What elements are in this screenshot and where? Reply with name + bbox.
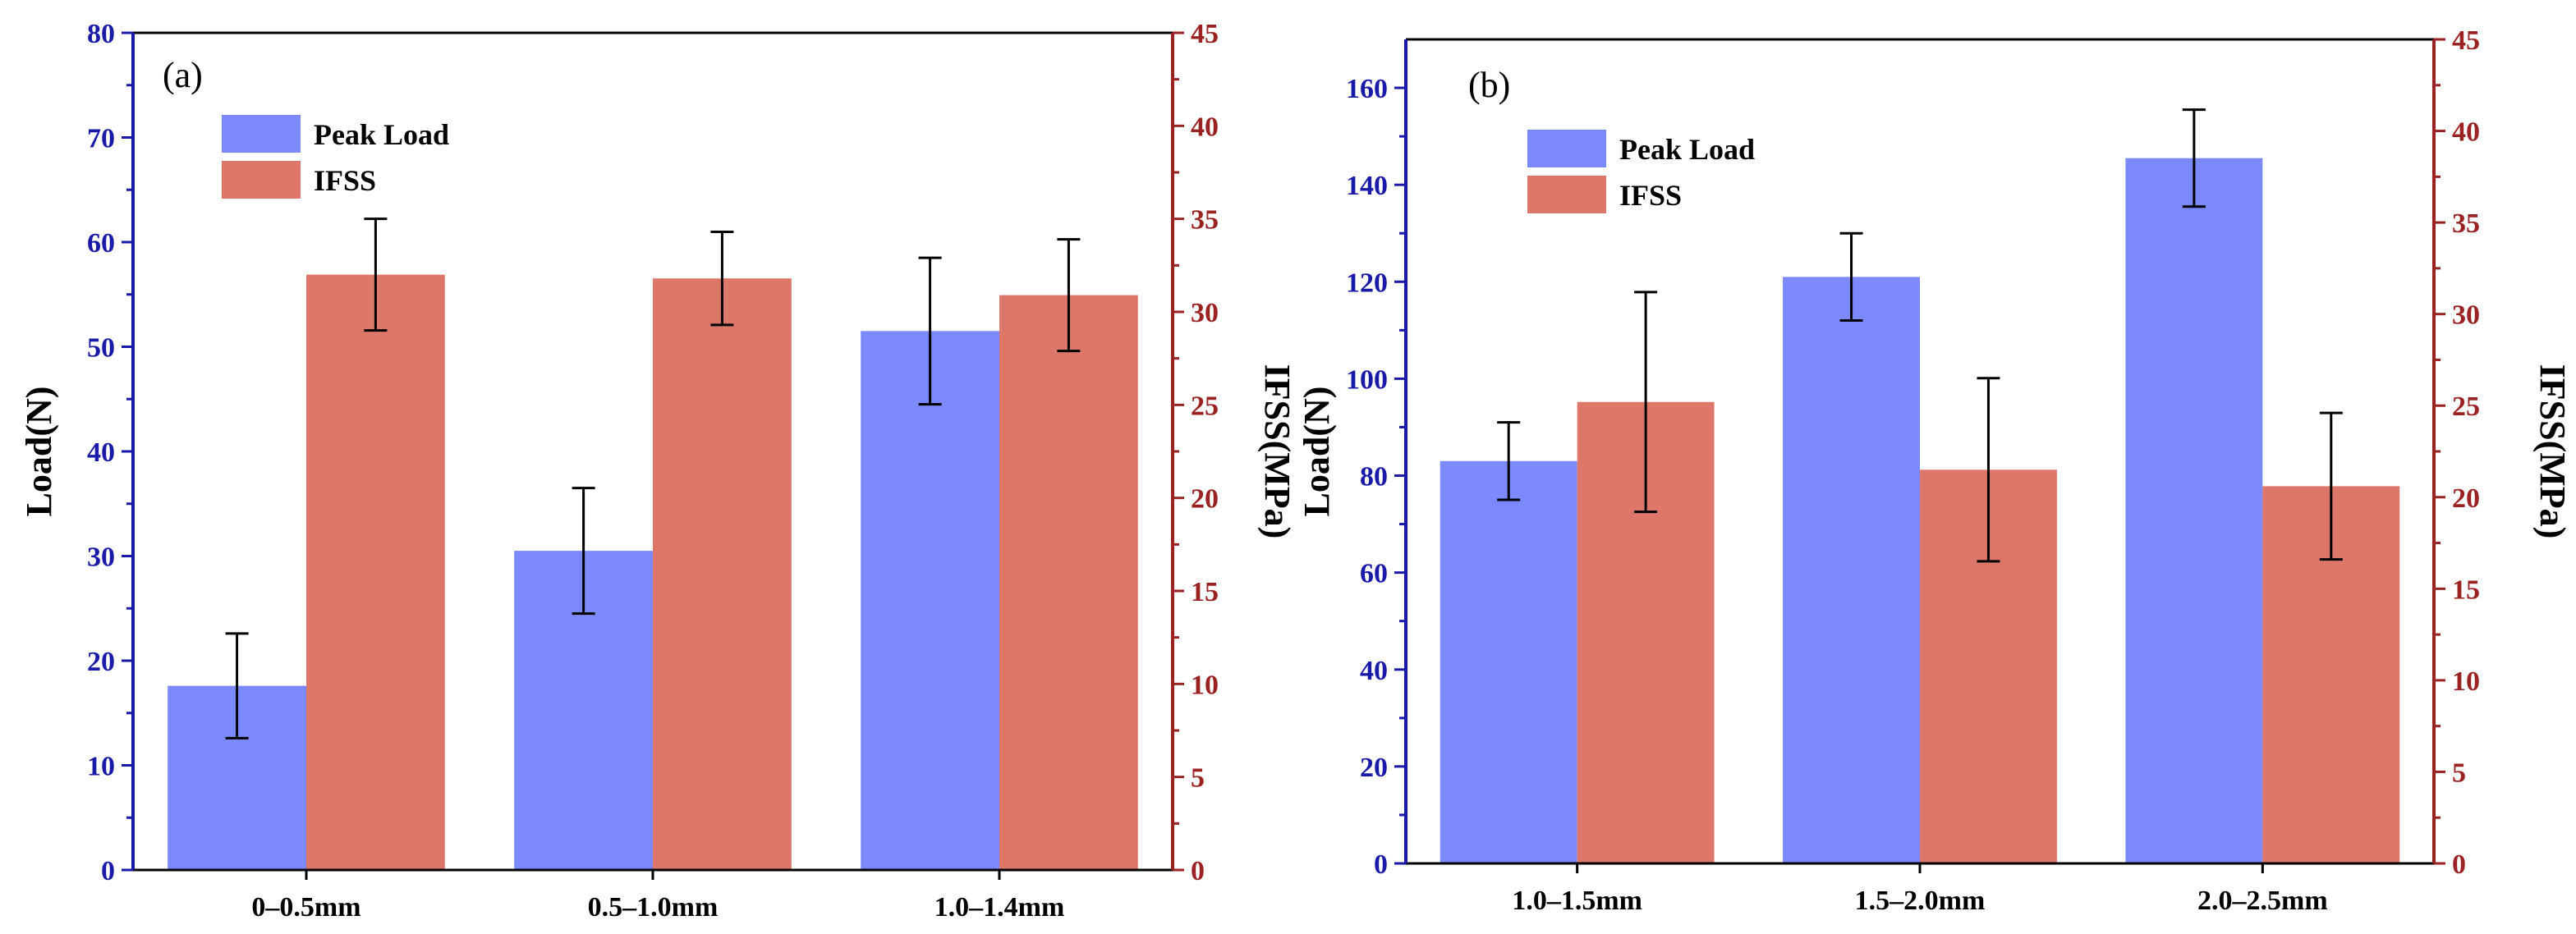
left-y-axis-label: Load(N) <box>1297 387 1337 517</box>
left-y-tick-label: 40 <box>87 437 115 468</box>
right-y-tick-label: 45 <box>2452 25 2480 56</box>
legend: Peak Load IFSS <box>1527 130 1755 213</box>
right-y-tick-label: 30 <box>1191 298 1219 328</box>
peak-load-bar-1 <box>1440 460 1577 863</box>
left-y-tick-label: 30 <box>87 543 115 573</box>
right-y-tick-label: 5 <box>1191 763 1205 794</box>
left-y-tick-label: 160 <box>1346 74 1388 104</box>
right-y-tick-label: 30 <box>2452 300 2480 331</box>
x-tick-label-3: 2.0–2.5mm <box>2197 886 2328 916</box>
left-y-tick-label: 20 <box>1360 753 1388 783</box>
left-y-tick-label: 100 <box>1346 364 1388 395</box>
peak-load-bar-2 <box>1783 277 1920 863</box>
legend-swatch-ifss <box>1527 176 1606 213</box>
left-y-tick-label: 60 <box>87 228 115 259</box>
x-tick-label-2: 0.5–1.0mm <box>588 892 719 923</box>
ifss-bar-1 <box>306 274 445 871</box>
peak-load-error-bar-2 <box>1839 231 1863 323</box>
right-y-tick-label: 40 <box>1191 112 1219 142</box>
x-tick-label-3: 1.0–1.4mm <box>934 892 1065 923</box>
panel-label: (b) <box>1468 65 1510 105</box>
legend-label-ifss: IFSS <box>314 164 376 197</box>
left-y-tick-label: 0 <box>101 856 115 886</box>
peak-load-error-bar-2 <box>572 487 595 616</box>
ifss-error-bar-1 <box>1634 291 1658 514</box>
left-y-tick-label: 20 <box>87 647 115 677</box>
right-y-tick-label: 20 <box>1191 484 1219 515</box>
right-y-tick-label: 25 <box>2452 391 2480 422</box>
left-y-tick-label: 0 <box>1374 849 1388 880</box>
legend-swatch-peak-load <box>1527 130 1606 167</box>
chart-panel-b: 1.0–1.5mm 1.5–2.0mm 2.0–2.5mm0204060801001… <box>1297 25 2573 916</box>
chart-panel-a: 0–0.5mm 0.5–1.0mm 1.0–1.4mm010203040506070… <box>19 19 1297 923</box>
peak-load-error-bar-1 <box>1497 421 1521 501</box>
x-tick-label-2: 1.5–2.0mm <box>1855 886 1986 916</box>
right-y-axis-label: IFSS(MPa) <box>1257 364 1297 539</box>
ifss-error-bar-3 <box>1057 238 1081 353</box>
right-y-axis-label: IFSS(MPa) <box>2532 364 2573 539</box>
right-y-tick-label: 0 <box>2452 849 2466 880</box>
peak-load-bar-3 <box>861 331 999 870</box>
legend: Peak Load IFSS <box>222 115 449 199</box>
left-y-tick-label: 120 <box>1346 268 1388 298</box>
right-y-tick-label: 15 <box>2452 575 2480 605</box>
peak-load-bar-3 <box>2125 158 2263 864</box>
ifss-error-bar-2 <box>710 231 734 327</box>
right-y-tick-label: 40 <box>2452 117 2480 148</box>
right-y-tick-label: 0 <box>1191 856 1205 886</box>
left-y-tick-label: 40 <box>1360 656 1388 686</box>
x-tick-label-1: 1.0–1.5mm <box>1512 886 1642 916</box>
left-y-tick-label: 50 <box>87 333 115 364</box>
right-y-tick-label: 20 <box>2452 483 2480 514</box>
left-y-tick-label: 80 <box>87 19 115 49</box>
ifss-error-bar-3 <box>2319 411 2343 561</box>
left-y-tick-label: 70 <box>87 124 115 154</box>
left-y-tick-label: 140 <box>1346 171 1388 201</box>
ifss-error-bar-1 <box>364 217 388 332</box>
right-y-tick-label: 45 <box>1191 19 1219 49</box>
ifss-error-bar-2 <box>1977 377 2000 563</box>
right-y-tick-label: 10 <box>2452 666 2480 697</box>
ifss-bar-3 <box>999 295 1138 871</box>
peak-load-error-bar-3 <box>918 256 942 406</box>
left-y-tick-label: 80 <box>1360 462 1388 492</box>
peak-load-error-bar-1 <box>225 632 249 739</box>
right-y-tick-label: 10 <box>1191 670 1219 700</box>
left-y-tick-label: 10 <box>87 752 115 782</box>
legend-label-peak-load: Peak Load <box>314 118 449 151</box>
left-y-axis-label: Load(N) <box>19 387 59 517</box>
legend-label-peak-load: Peak Load <box>1619 133 1755 166</box>
left-y-tick-label: 60 <box>1360 559 1388 589</box>
right-y-tick-label: 35 <box>2452 208 2480 239</box>
right-y-tick-label: 15 <box>1191 577 1219 607</box>
right-y-tick-label: 5 <box>2452 758 2466 788</box>
legend-swatch-peak-load <box>222 115 301 153</box>
right-y-tick-label: 35 <box>1191 205 1219 236</box>
right-y-tick-label: 25 <box>1191 391 1219 421</box>
x-tick-label-1: 0–0.5mm <box>251 892 360 923</box>
legend-swatch-ifss <box>222 161 301 199</box>
peak-load-error-bar-3 <box>2182 108 2206 208</box>
panel-label: (a) <box>163 55 203 95</box>
legend-label-ifss: IFSS <box>1619 179 1682 212</box>
ifss-bar-2 <box>653 278 792 870</box>
